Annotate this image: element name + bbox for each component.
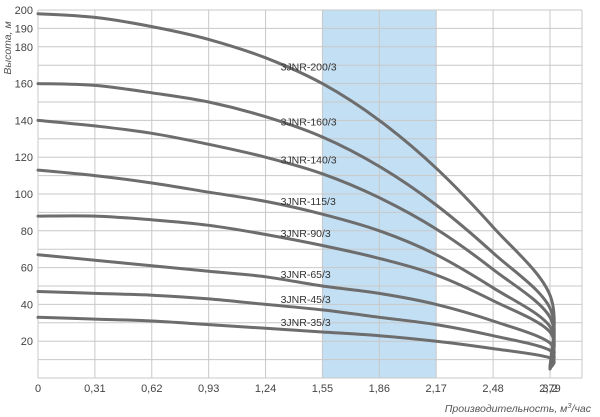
curve-label: 3JNR-65/3: [281, 269, 331, 281]
y-tick-label: 120: [15, 152, 33, 164]
curve-3jnr-45-3: [36, 290, 556, 371]
curves: [36, 12, 556, 371]
x-tick-labels: 0 0,31 0,62 0,93 1,24 1,55 1,86 2,17 2,48 2,793,2: [35, 383, 561, 395]
x-tick-label: 0,93: [198, 383, 219, 395]
x-tick-label: 2,48: [482, 383, 503, 395]
curve-label: 3JNR-200/3: [281, 61, 337, 73]
curve-label: 3JNR-140/3: [281, 154, 337, 166]
curve-3jnr-65-3: [36, 253, 556, 371]
y-axis-title: Высота, м: [2, 21, 14, 74]
x-tick-label: 0: [35, 383, 41, 395]
curve-labels: 3JNR-200/3 3JNR-160/3 3JNR-140/3 3JNR-115/3…: [281, 61, 337, 329]
y-tick-label: 140: [15, 115, 33, 127]
curve-3jnr-200-3: [36, 12, 556, 371]
y-tick-label: 40: [21, 299, 33, 311]
x-tick-label: 1,55: [312, 383, 333, 395]
x-tick-label: 0,62: [141, 383, 162, 395]
x-tick-label: 1,86: [369, 383, 390, 395]
y-tick-label: 160: [15, 79, 33, 91]
x-tick-label: 3,2: [542, 383, 557, 395]
curve-label: 3JNR-160/3: [281, 116, 337, 128]
x-tick-label: 1,24: [255, 383, 276, 395]
x-axis-title-sup: 3: [567, 401, 572, 410]
y-tick-label: 180: [15, 42, 33, 54]
curve-3jnr-115-3: [36, 168, 556, 371]
curve-label: 3JNR-35/3: [281, 317, 331, 329]
x-tick-label: 0,31: [84, 383, 105, 395]
curve-3jnr-140-3: [36, 118, 556, 371]
curve-label: 3JNR-90/3: [281, 228, 331, 240]
x-axis-title-main: Производительность, м: [445, 403, 568, 415]
curve-3jnr-90-3: [36, 214, 556, 371]
y-tick-label: 100: [15, 189, 33, 201]
y-tick-label: 60: [21, 263, 33, 275]
y-tick-label: 20: [21, 336, 33, 348]
x-tick-label: 2,17: [426, 383, 447, 395]
curve-label: 3JNR-115/3: [281, 196, 336, 208]
x-axis-title-tail: /час: [571, 403, 592, 415]
curve-label: 3JNR-45/3: [281, 294, 331, 306]
y-tick-labels: 20 40 60 80 100 120 140 160 180 190 200: [15, 5, 33, 348]
x-tick-label: 2,79: [539, 383, 560, 395]
y-tick-label: 80: [21, 226, 33, 238]
y-tick-label: 200: [15, 5, 33, 17]
curve-3jnr-160-3: [36, 82, 556, 371]
x-axis-title: Производительность, м3/час: [445, 401, 592, 415]
y-tick-label: 190: [15, 23, 33, 35]
curve-3jnr-35-3: [36, 315, 556, 371]
